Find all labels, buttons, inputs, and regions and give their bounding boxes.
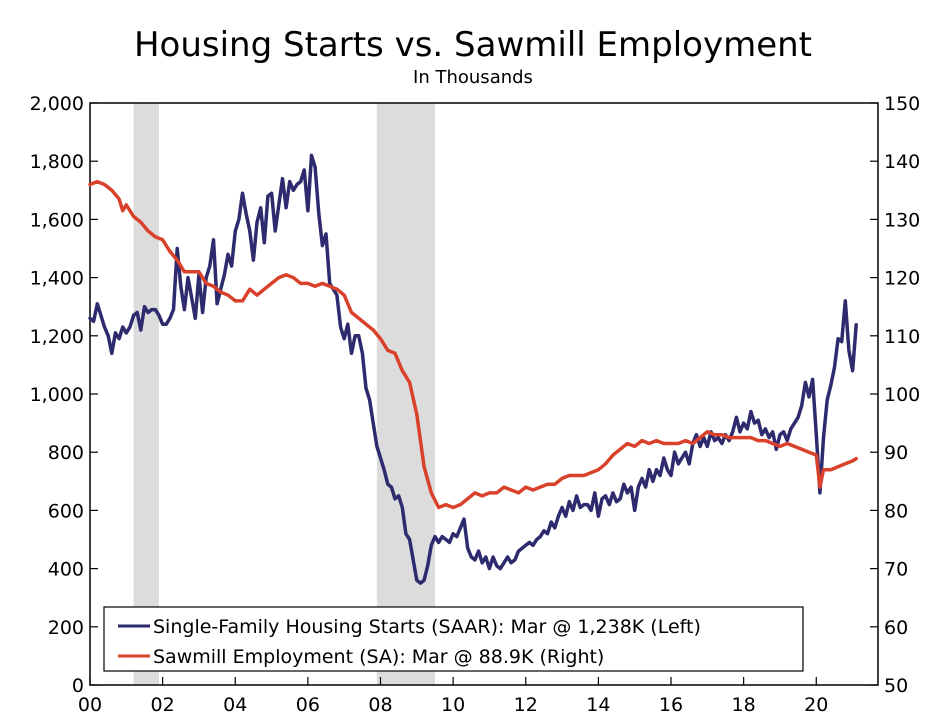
y-left-tick-label: 1,000 bbox=[30, 384, 84, 406]
y-right-tick-label: 110 bbox=[884, 326, 920, 348]
series-lines bbox=[88, 153, 858, 585]
legend: Single-Family Housing Starts (SAAR): Mar… bbox=[103, 606, 804, 672]
x-tick-label: 10 bbox=[441, 694, 465, 716]
y-left-tick-label: 800 bbox=[48, 442, 84, 464]
legend-label-sawmill-employment: Sawmill Employment (SA): Mar @ 88.9K (Ri… bbox=[153, 646, 604, 668]
x-tick-label: 20 bbox=[804, 694, 828, 716]
x-tick-label: 12 bbox=[514, 694, 538, 716]
x-tick-label: 08 bbox=[368, 694, 392, 716]
recession-band-0 bbox=[133, 103, 159, 685]
x-tick-label: 18 bbox=[732, 694, 756, 716]
y-right-tick-label: 90 bbox=[884, 442, 908, 464]
series-line-housing-starts bbox=[88, 153, 858, 585]
y-left-tick-label: 400 bbox=[48, 559, 84, 581]
axes: 02004006008001,0001,2001,4001,6001,8002,… bbox=[30, 93, 921, 716]
y-left-tick-label: 1,200 bbox=[30, 326, 84, 348]
recession-band-1 bbox=[376, 103, 435, 685]
y-right-tick-label: 60 bbox=[884, 617, 908, 639]
series-line-sawmill-employment bbox=[88, 179, 858, 510]
y-left-tick-label: 2,000 bbox=[30, 93, 84, 115]
x-tick-label: 14 bbox=[586, 694, 610, 716]
y-left-tick-label: 0 bbox=[72, 675, 84, 697]
x-tick-label: 04 bbox=[223, 694, 247, 716]
y-right-tick-label: 50 bbox=[884, 675, 908, 697]
x-tick-label: 02 bbox=[151, 694, 175, 716]
x-tick-label: 00 bbox=[78, 694, 102, 716]
x-tick-label: 06 bbox=[296, 694, 320, 716]
legend-label-housing-starts: Single-Family Housing Starts (SAAR): Mar… bbox=[153, 616, 701, 638]
y-left-tick-label: 200 bbox=[48, 617, 84, 639]
y-right-tick-label: 150 bbox=[884, 93, 920, 115]
legend-box bbox=[103, 606, 804, 672]
y-right-tick-label: 70 bbox=[884, 559, 908, 581]
y-right-tick-label: 80 bbox=[884, 500, 908, 522]
y-right-tick-label: 130 bbox=[884, 209, 920, 231]
y-left-tick-label: 600 bbox=[48, 500, 84, 522]
y-right-tick-label: 120 bbox=[884, 268, 920, 290]
x-tick-label: 16 bbox=[659, 694, 683, 716]
chart-subtitle: In Thousands bbox=[413, 67, 533, 88]
y-right-tick-label: 100 bbox=[884, 384, 920, 406]
y-left-tick-label: 1,400 bbox=[30, 268, 84, 290]
plot-frame bbox=[89, 102, 879, 686]
y-left-tick-label: 1,600 bbox=[30, 209, 84, 231]
y-left-tick-label: 1,800 bbox=[30, 151, 84, 173]
y-right-tick-label: 140 bbox=[884, 151, 920, 173]
recession-shading bbox=[133, 103, 435, 685]
chart-title: Housing Starts vs. Sawmill Employment bbox=[134, 25, 812, 65]
